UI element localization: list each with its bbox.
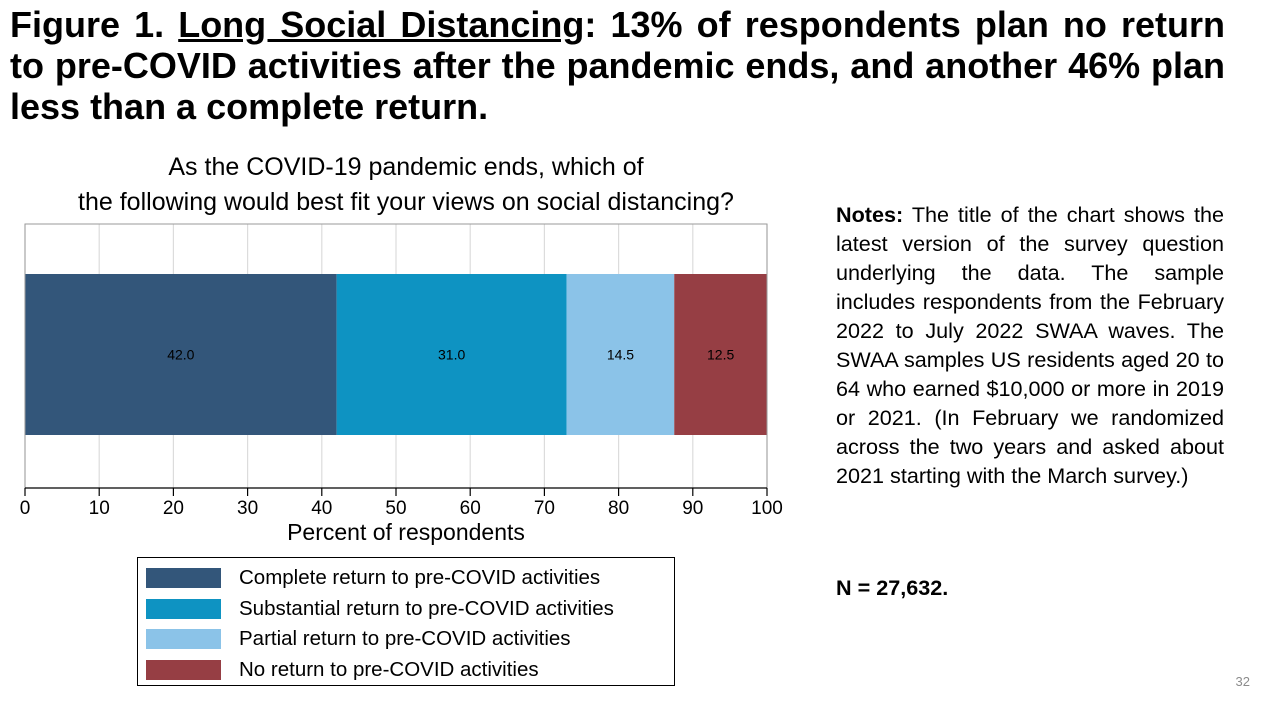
chart-title: As the COVID-19 pandemic ends, which of … [20, 150, 792, 220]
x-tick-label: 30 [237, 498, 258, 519]
bar-segment [566, 274, 675, 435]
notes-label: Notes: [836, 202, 904, 227]
x-tick-label: 40 [311, 498, 332, 519]
chart-title-line-2: the following would best fit your views … [78, 188, 734, 216]
headline-prefix: Figure 1. [10, 4, 179, 45]
chart-legend: Complete return to pre-COVID activities S… [137, 557, 675, 686]
x-tick-label: 90 [682, 498, 703, 519]
bar-segment [674, 274, 767, 435]
x-axis-title: Percent of respondents [287, 519, 525, 545]
x-tick-label: 70 [534, 498, 555, 519]
headline-suffix: : 13% of respondents plan no return to p… [10, 4, 1225, 127]
bar-data-label: 14.5 [607, 347, 634, 363]
legend-item: No return to pre-COVID activities [146, 657, 539, 681]
legend-item: Complete return to pre-COVID activities [146, 566, 601, 589]
legend-swatch [146, 629, 221, 649]
legend-swatch [146, 659, 221, 680]
notes-text: Notes: The title of the chart shows the … [836, 200, 1224, 490]
chart-title-line-1: As the COVID-19 pandemic ends, which of [168, 153, 644, 181]
x-tick-label: 50 [385, 498, 406, 519]
legend-label: Partial return to pre-COVID activities [239, 627, 571, 650]
legend-item: Partial return to pre-COVID activities [146, 627, 571, 650]
bar-segment [25, 274, 337, 435]
page-number: 32 [1235, 674, 1250, 689]
x-tick-label: 100 [751, 498, 783, 519]
x-tick-label: 80 [608, 498, 629, 519]
x-tick-label: 0 [20, 498, 31, 519]
legend-label: No return to pre-COVID activities [239, 657, 539, 681]
legend-label: Complete return to pre-COVID activities [239, 566, 601, 589]
legend-swatch [146, 568, 221, 588]
x-tick-label: 60 [460, 498, 481, 519]
sample-size: N = 27,632. [836, 575, 949, 600]
legend-label: Substantial return to pre-COVID activiti… [239, 596, 614, 620]
bar-data-label: 31.0 [438, 347, 465, 363]
legend-swatch [146, 598, 221, 619]
bar-segment [336, 274, 567, 435]
bar-data-label: 12.5 [707, 347, 734, 363]
figure-headline: Figure 1. Long Social Distancing: 13% of… [10, 4, 1225, 127]
bar-data-label: 42.0 [167, 347, 194, 363]
x-tick-label: 10 [89, 498, 110, 519]
x-tick-label: 20 [163, 498, 184, 519]
stacked-bar-chart: 42.0 31.0 14.5 12.5 0 10 20 30 40 50 60 70 80 90 100 Pe… [20, 223, 783, 545]
notes-body: The title of the chart shows the latest … [836, 202, 1224, 488]
headline-underlined: Long Social Distancing [178, 4, 585, 45]
legend-item: Substantial return to pre-COVID activiti… [146, 596, 614, 620]
